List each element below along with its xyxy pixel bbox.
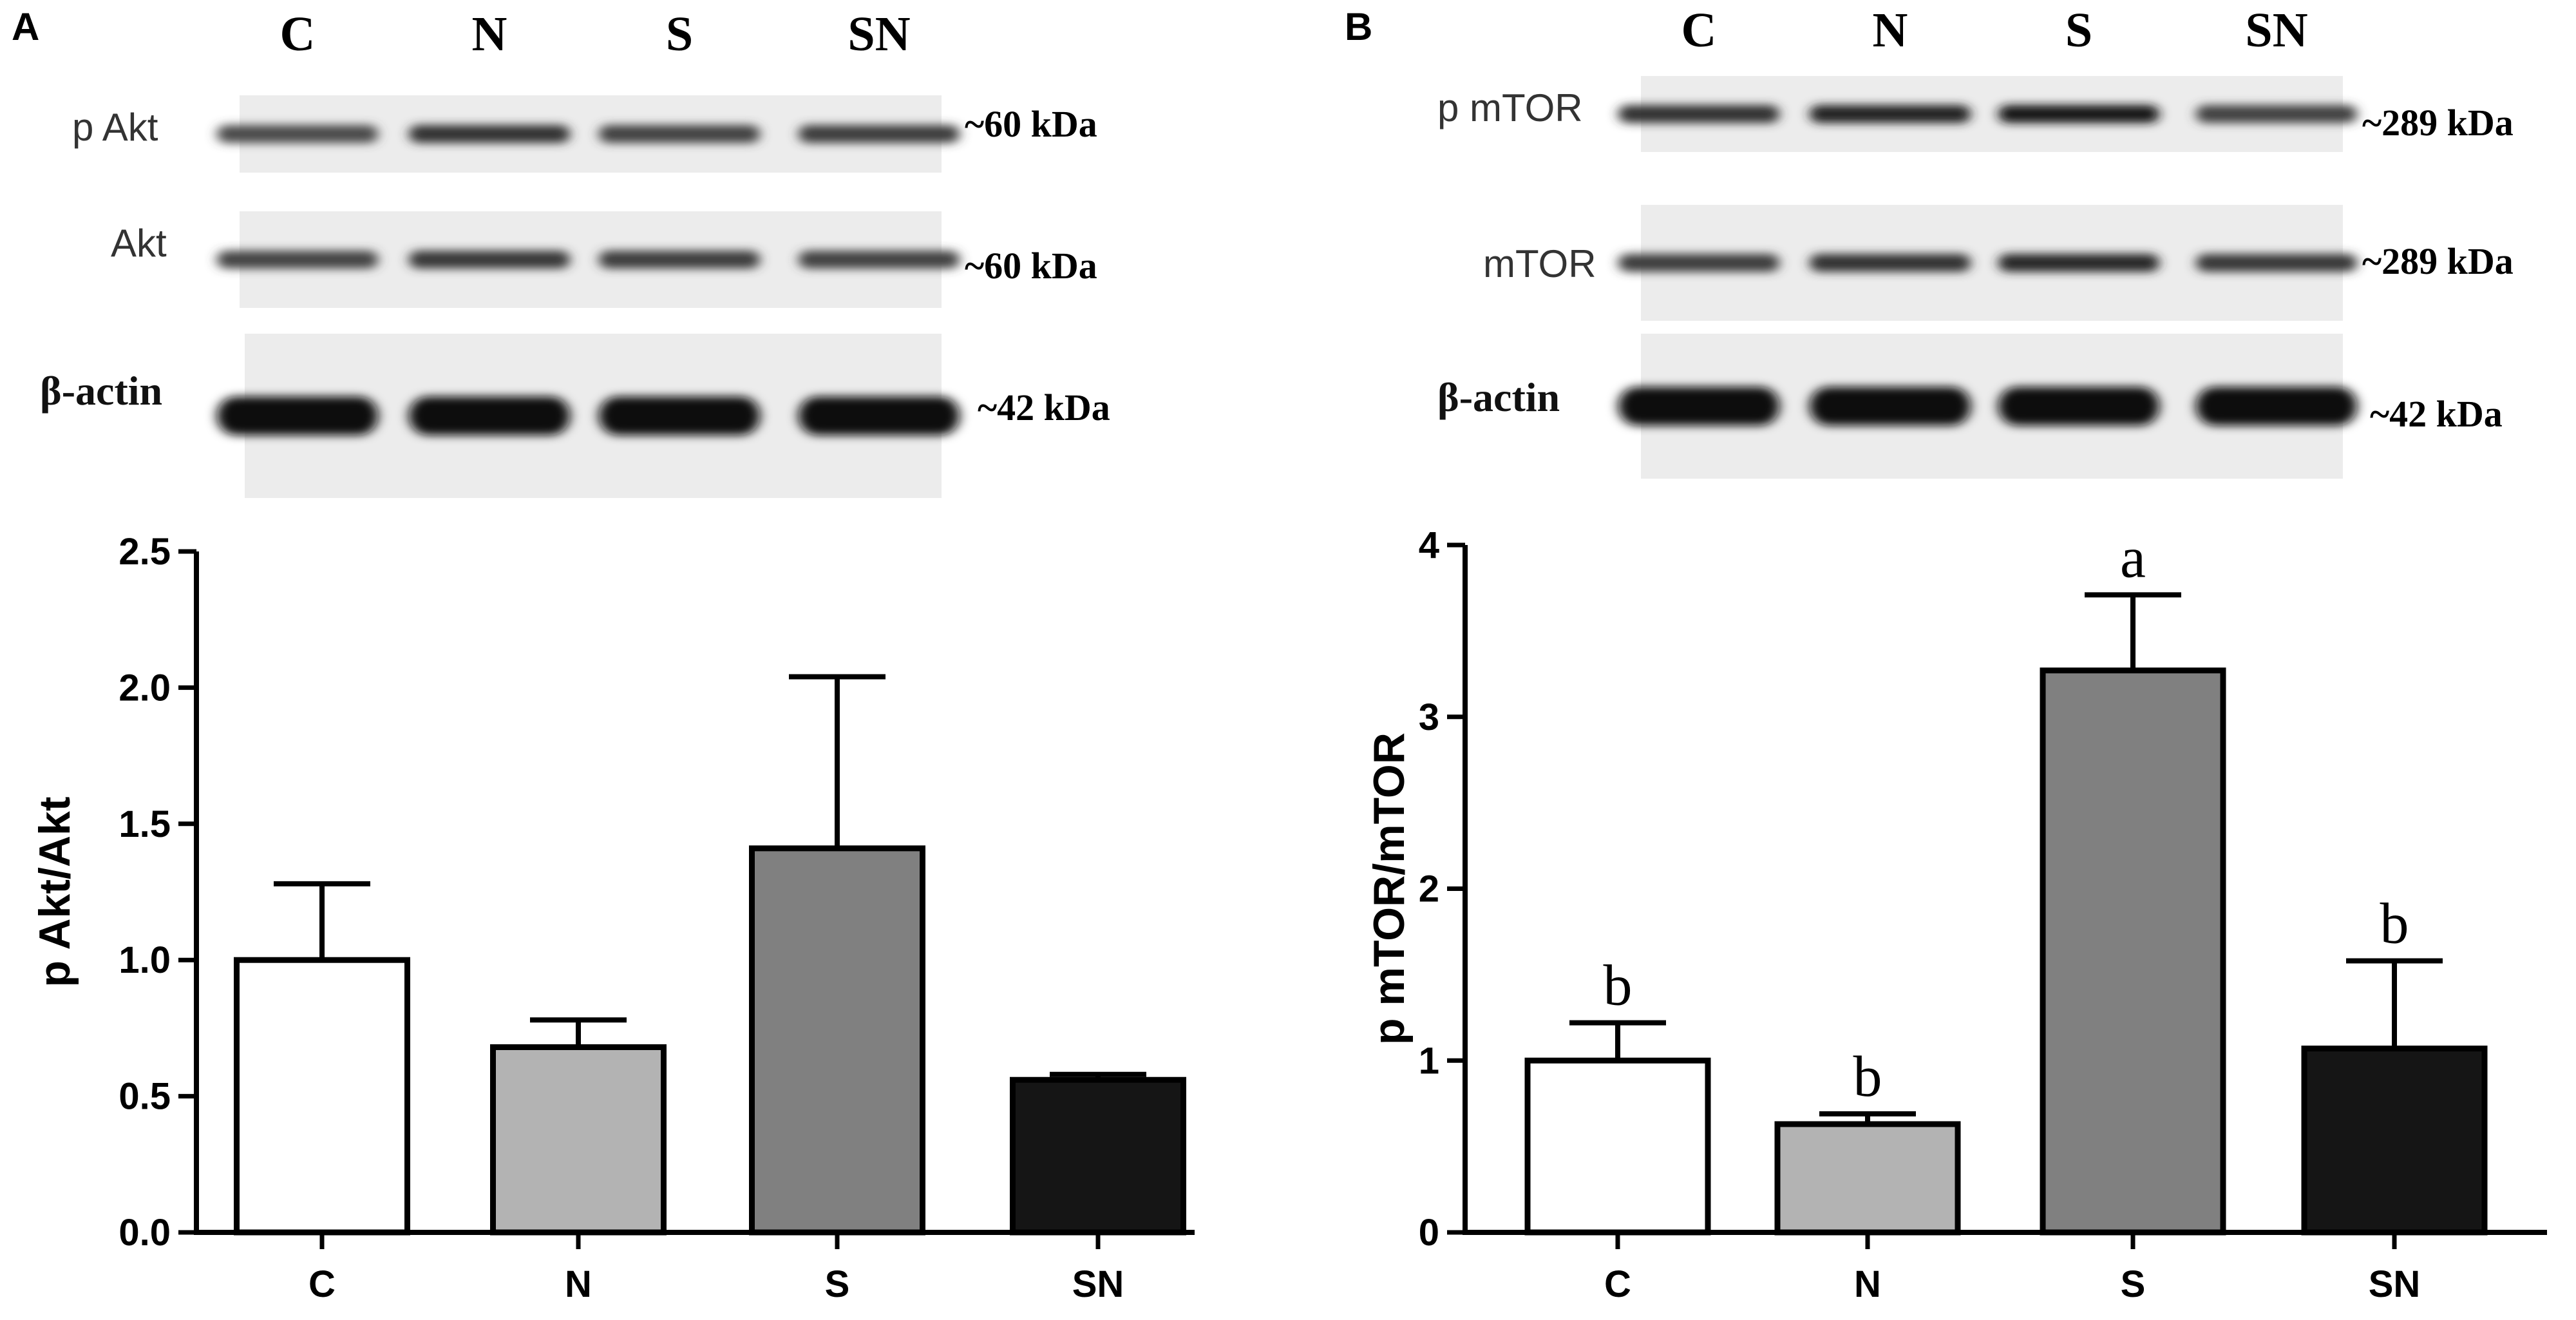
blot-band: [217, 125, 378, 143]
bar-s: [749, 845, 925, 1236]
lane-label-sn: SN: [2245, 3, 2307, 57]
bar-c: [1524, 1057, 1711, 1236]
blot-band: [799, 396, 960, 435]
blot-row-0: p Akt ~60 kDa: [72, 95, 1097, 173]
blot-band: [1810, 387, 1971, 426]
blot-band: [409, 396, 570, 435]
lane-label-c: C: [280, 7, 316, 61]
blot-band: [1618, 254, 1779, 272]
blot-band: [1810, 254, 1971, 272]
blot-row-1: mTOR ~289 kDa: [1483, 205, 2514, 321]
blot-band: [1998, 105, 2159, 123]
panel-letter-a: A: [12, 5, 39, 48]
y-tick-label: 0.5: [118, 1076, 171, 1118]
bar-s: [2040, 667, 2226, 1236]
significance-letter-c: b: [1604, 954, 1633, 1018]
molecular-weight-label: ~289 kDa: [2362, 102, 2514, 144]
lane-label-sn: SN: [848, 7, 910, 61]
blot-band: [599, 251, 760, 269]
blot-panel-a: A C N S SN p Akt ~60 kDa Akt ~60 kDa β-actin ~42…: [12, 5, 1110, 498]
y-tick-label: 2.5: [118, 531, 171, 573]
x-tick-label-s: S: [825, 1263, 850, 1305]
blot-band: [2196, 254, 2357, 272]
y-tick-label: 0: [1419, 1212, 1439, 1254]
x-tick-label-s: S: [2121, 1263, 2146, 1305]
blot-band: [1618, 105, 1779, 123]
blot-row-0: p mTOR ~289 kDa: [1437, 76, 2514, 152]
blot-label: mTOR: [1483, 242, 1596, 285]
lane-label-s: S: [666, 7, 693, 61]
y-tick-label: 1: [1419, 1040, 1439, 1082]
y-axis-label: p mTOR/mTOR: [1365, 732, 1414, 1045]
blot-band: [599, 396, 760, 435]
blot-band: [409, 251, 570, 269]
molecular-weight-label: ~42 kDa: [978, 387, 1110, 428]
lane-labels-a: C N S SN: [280, 7, 911, 61]
blot-band: [409, 125, 570, 143]
y-tick-label: 2.0: [118, 667, 171, 709]
y-tick-label: 3: [1419, 696, 1439, 738]
x-tick-label-sn: SN: [2369, 1263, 2421, 1305]
significance-letter-n: b: [1853, 1045, 1882, 1109]
blot-panel-b: B C N S SN p mTOR ~289 kDa mTOR ~289 kDa β-acti…: [1345, 3, 2514, 479]
bar-sn: [2301, 1046, 2488, 1236]
x-tick-label-sn: SN: [1072, 1263, 1124, 1305]
panel-letter-b: B: [1345, 5, 1372, 48]
blot-band: [2196, 387, 2357, 426]
y-tick-label: 1.0: [118, 939, 171, 981]
blot-label: β-actin: [1437, 374, 1560, 420]
bar-sn: [1010, 1076, 1186, 1236]
blot-row-2: β-actin ~42 kDa: [1437, 334, 2503, 479]
blot-band: [2196, 105, 2357, 123]
y-tick-label: 1.5: [118, 803, 171, 845]
y-axis-label: p Akt/Akt: [30, 797, 79, 988]
bar-chart-p-akt: 0.0 0.5 1.0 1.5 2.0 2.5 p Akt/Akt C N S SN: [30, 531, 1195, 1305]
blot-row-1: Akt ~60 kDa: [111, 211, 1097, 308]
significance-letter-s: a: [2120, 526, 2146, 589]
blot-band: [1810, 105, 1971, 123]
molecular-weight-label: ~289 kDa: [2362, 240, 2514, 282]
blot-band: [1618, 387, 1779, 426]
significance-letter-sn: b: [2380, 892, 2409, 956]
y-tick-label: 4: [1419, 524, 1439, 566]
blots-b: p mTOR ~289 kDa mTOR ~289 kDa β-actin ~42 kDa: [1437, 76, 2514, 479]
molecular-weight-label: ~42 kDa: [2370, 393, 2503, 435]
blot-band: [799, 125, 960, 143]
blot-band: [217, 396, 378, 435]
blot-row-2: β-actin ~42 kDa: [40, 334, 1110, 498]
molecular-weight-label: ~60 kDa: [965, 245, 1097, 287]
bar-c: [234, 957, 410, 1236]
blots-a: p Akt ~60 kDa Akt ~60 kDa β-actin ~42 kDa: [40, 95, 1110, 498]
bar-n: [490, 1044, 667, 1236]
lane-label-c: C: [1681, 3, 1717, 57]
x-tick-label-c: C: [1604, 1263, 1631, 1305]
bar-chart-p-mtor: 0 1 2 3 4 p mTOR/mTOR Cb Nb Sa SN b: [1365, 524, 2547, 1305]
lane-label-s: S: [2065, 3, 2092, 57]
blot-label: p mTOR: [1437, 86, 1583, 129]
lane-labels-b: C N S SN: [1681, 3, 2308, 57]
x-tick-label-n: N: [1854, 1263, 1881, 1305]
y-tick-label: 2: [1419, 868, 1439, 910]
lane-label-n: N: [472, 7, 507, 61]
lane-label-n: N: [1873, 3, 1908, 57]
blot-label: Akt: [111, 222, 167, 265]
blot-label: β-actin: [40, 368, 162, 414]
blot-band: [1998, 254, 2159, 272]
blot-band: [1998, 387, 2159, 426]
blot-band: [799, 251, 960, 269]
blot-band: [217, 251, 378, 269]
blot-label: p Akt: [72, 106, 158, 149]
molecular-weight-label: ~60 kDa: [965, 103, 1097, 145]
x-tick-label-c: C: [308, 1263, 336, 1305]
blot-band: [599, 125, 760, 143]
y-tick-label: 0.0: [118, 1212, 171, 1254]
x-tick-label-n: N: [565, 1263, 592, 1305]
bar-n: [1774, 1121, 1961, 1236]
